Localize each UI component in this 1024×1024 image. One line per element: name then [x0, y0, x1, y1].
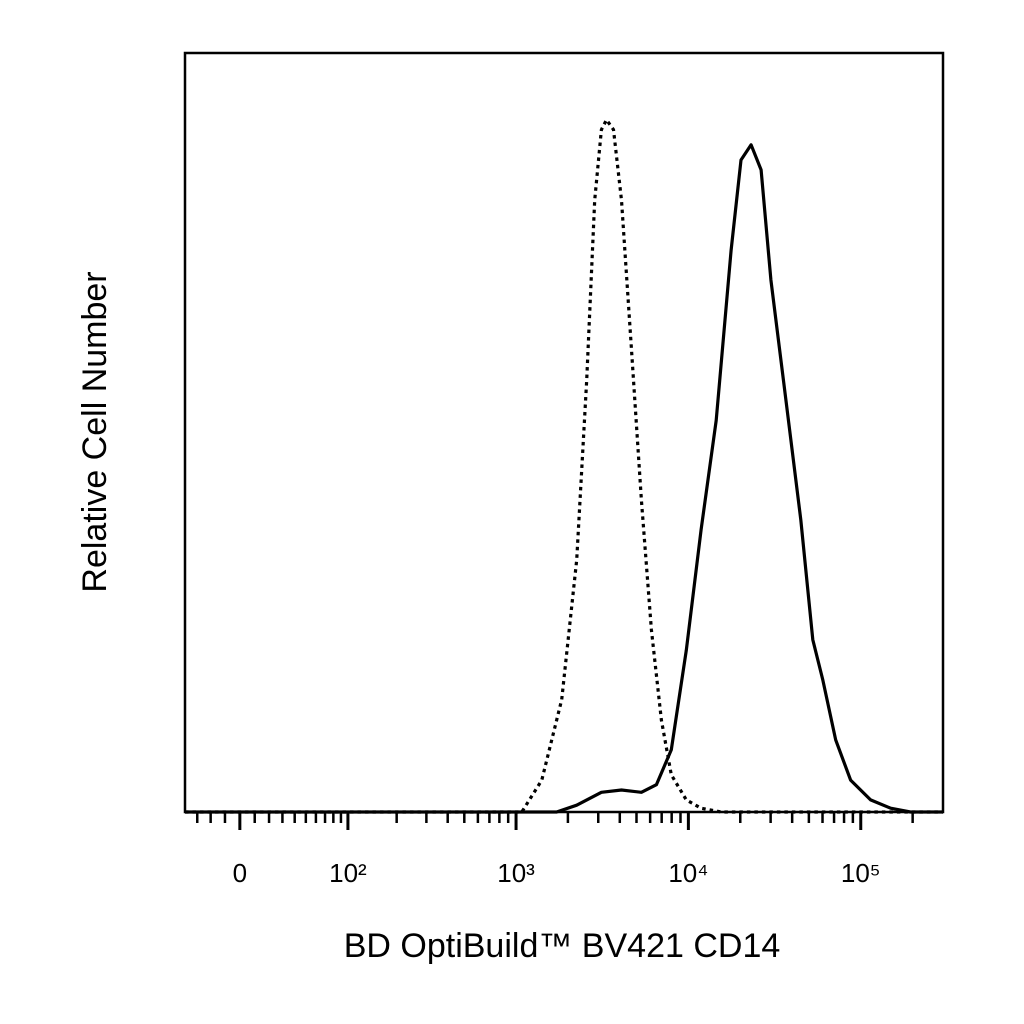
plot-frame	[183, 51, 945, 814]
y-axis-title: Relative Cell Number	[76, 271, 114, 592]
x-tick-label: 10²	[329, 858, 367, 888]
x-axis-title: BD OptiBuild™ BV421 CD14	[344, 927, 781, 965]
histogram-curve	[185, 118, 943, 814]
x-tick-label: 0	[233, 858, 247, 888]
x-tick-label: 10⁴	[668, 858, 708, 888]
histogram-curve	[185, 143, 943, 814]
x-tick-label: 10³	[497, 858, 535, 888]
x-tick-label: 10⁵	[841, 858, 881, 888]
